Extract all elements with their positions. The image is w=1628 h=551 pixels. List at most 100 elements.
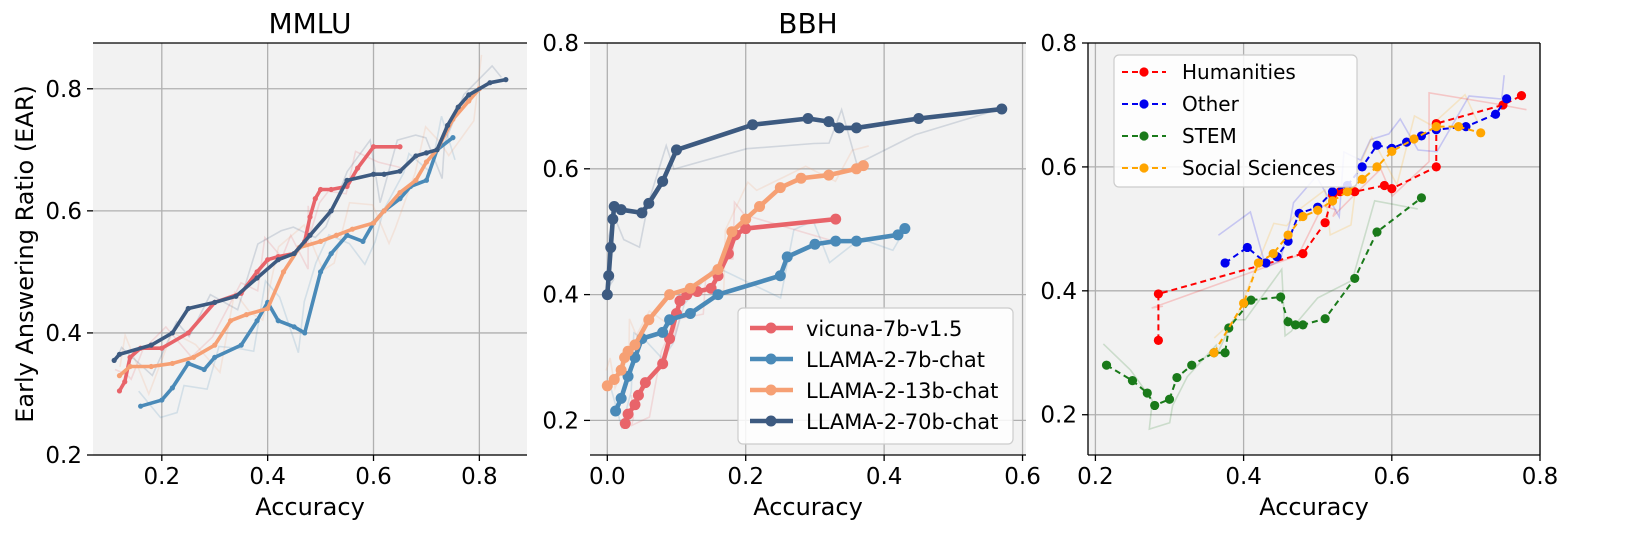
data-point-vicuna-7b-v1-5 <box>312 196 318 202</box>
series-line-llama-2-7b-chat <box>613 226 907 412</box>
data-point-llama-2-70b-chat <box>254 275 260 281</box>
legend-marker-llama-2-13b-chat <box>765 384 777 396</box>
data-point-llama-2-13b-chat <box>381 208 387 214</box>
series-line-llama-2-70b-chat <box>112 77 507 362</box>
data-point-social-sciences <box>1409 134 1419 144</box>
data-point-stem <box>1350 273 1360 284</box>
legend-marker-other <box>1139 99 1149 109</box>
chart-title: MMLU <box>268 7 351 40</box>
x-axis-label: Accuracy <box>753 493 863 521</box>
data-point-llama-2-13b-chat <box>317 238 324 244</box>
data-point-stem <box>1372 227 1382 237</box>
data-point-llama-2-70b-chat <box>370 171 377 177</box>
data-point-vicuna-7b-v1-5 <box>639 377 651 389</box>
data-point-stem <box>1220 348 1230 358</box>
data-point-llama-2-70b-chat <box>466 92 472 98</box>
data-point-llama-2-7b-chat <box>850 235 862 247</box>
legend-marker-llama-2-70b-chat <box>765 415 777 427</box>
data-point-llama-2-13b-chat <box>228 318 234 324</box>
data-point-humanities <box>1153 335 1163 345</box>
data-point-llama-2-7b-chat <box>238 342 244 348</box>
data-point-llama-2-13b-chat <box>212 342 218 348</box>
data-point-vicuna-7b-v1-5 <box>397 144 403 150</box>
data-point-social-sciences <box>1239 298 1249 308</box>
data-point-llama-2-13b-chat <box>280 269 287 275</box>
y-tick-label: 0.6 <box>1040 155 1077 181</box>
data-point-humanities <box>1320 218 1330 228</box>
data-point-llama-2-70b-chat <box>802 112 814 124</box>
data-point-llama-2-70b-chat <box>913 112 925 124</box>
y-tick-label: 0.8 <box>1040 31 1077 57</box>
legend-label-llama-2-7b-chat: LLAMA-2-7b-chat <box>806 348 985 372</box>
data-point-humanities <box>1516 91 1527 101</box>
data-point-llama-2-70b-chat <box>307 232 313 238</box>
legend-label-humanities: Humanities <box>1182 60 1296 84</box>
data-point-social-sciences <box>1431 122 1441 132</box>
faint-trace-stem <box>1102 199 1418 431</box>
data-point-humanities <box>1153 289 1163 299</box>
legend-label-llama-2-70b-chat: LLAMA-2-70b-chat <box>806 410 998 434</box>
legend: Humanities Other STEM Social Sciences <box>1113 54 1358 188</box>
data-point-llama-2-13b-chat <box>127 363 133 370</box>
data-point-llama-2-7b-chat <box>899 223 911 235</box>
data-point-llama-2-13b-chat <box>726 226 738 238</box>
data-point-llama-2-7b-chat <box>774 270 786 282</box>
data-point-llama-2-70b-chat <box>657 175 669 187</box>
data-point-social-sciences <box>1357 174 1367 184</box>
data-point-llama-2-70b-chat <box>185 305 191 312</box>
data-point-stem <box>1298 320 1308 330</box>
data-point-vicuna-7b-v1-5 <box>185 330 191 336</box>
data-point-llama-2-70b-chat <box>434 147 440 153</box>
data-point-vicuna-7b-v1-5 <box>122 379 128 385</box>
data-point-llama-2-7b-chat <box>615 392 627 404</box>
y-tick-label: 0.6 <box>45 199 82 225</box>
chart-panel-2: 0.0 0.2 0.4 0.6 0.2 0.4 0.6 0.8 BBH Accuracy vicun… <box>542 7 1040 521</box>
data-point-llama-2-7b-chat <box>169 385 175 391</box>
data-point-llama-2-13b-chat <box>754 201 766 213</box>
data-point-llama-2-70b-chat <box>169 330 175 336</box>
data-point-llama-2-7b-chat <box>781 251 793 263</box>
data-point-humanities <box>1387 183 1397 194</box>
x-tick-label: 0.4 <box>1225 464 1262 490</box>
data-point-other <box>1327 187 1338 197</box>
data-point-llama-2-13b-chat <box>740 213 752 225</box>
data-point-llama-2-70b-chat <box>445 122 451 128</box>
data-point-other <box>1220 258 1230 268</box>
y-tick-label: 0.4 <box>45 321 82 347</box>
data-point-social-sciences <box>1298 211 1308 222</box>
data-point-vicuna-7b-v1-5 <box>629 399 641 411</box>
data-point-vicuna-7b-v1-5 <box>159 345 165 351</box>
data-point-llama-2-70b-chat <box>601 289 613 301</box>
data-point-humanities <box>1431 162 1441 172</box>
data-point-llama-2-7b-chat <box>830 235 842 247</box>
data-point-llama-2-13b-chat <box>684 282 696 294</box>
data-point-vicuna-7b-v1-5 <box>622 408 634 420</box>
data-point-llama-2-70b-chat <box>636 207 648 219</box>
data-point-vicuna-7b-v1-5 <box>265 257 271 263</box>
data-point-llama-2-7b-chat <box>809 238 821 250</box>
chart-panel-3: 0.2 0.4 0.6 0.8 0.2 0.4 0.6 0.8 Accuracy Humaniti… <box>1040 31 1558 521</box>
data-point-stem <box>1127 376 1138 386</box>
data-point-llama-2-7b-chat <box>712 289 724 301</box>
data-point-llama-2-70b-chat <box>455 104 461 110</box>
series-line-social-sciences <box>1213 125 1481 354</box>
data-point-llama-2-70b-chat <box>603 270 615 282</box>
data-point-llama-2-13b-chat <box>243 312 250 318</box>
data-point-other <box>1490 109 1501 119</box>
data-point-llama-2-70b-chat <box>833 122 845 134</box>
data-point-llama-2-13b-chat <box>333 232 340 238</box>
data-point-llama-2-7b-chat <box>328 250 334 257</box>
x-tick-label: 0.6 <box>355 464 392 490</box>
x-tick-label: 0.4 <box>866 464 903 490</box>
data-point-llama-2-70b-chat <box>212 299 218 306</box>
data-point-llama-2-70b-chat <box>423 150 430 156</box>
data-point-llama-2-7b-chat <box>684 307 696 319</box>
data-point-vicuna-7b-v1-5 <box>127 354 133 360</box>
data-point-llama-2-13b-chat <box>615 364 627 376</box>
legend-marker-humanities <box>1139 67 1149 77</box>
data-point-llama-2-7b-chat <box>397 196 403 202</box>
legend-label-social-sciences: Social Sciences <box>1182 156 1336 180</box>
data-point-stem <box>1224 323 1234 333</box>
data-point-vicuna-7b-v1-5 <box>370 144 377 150</box>
